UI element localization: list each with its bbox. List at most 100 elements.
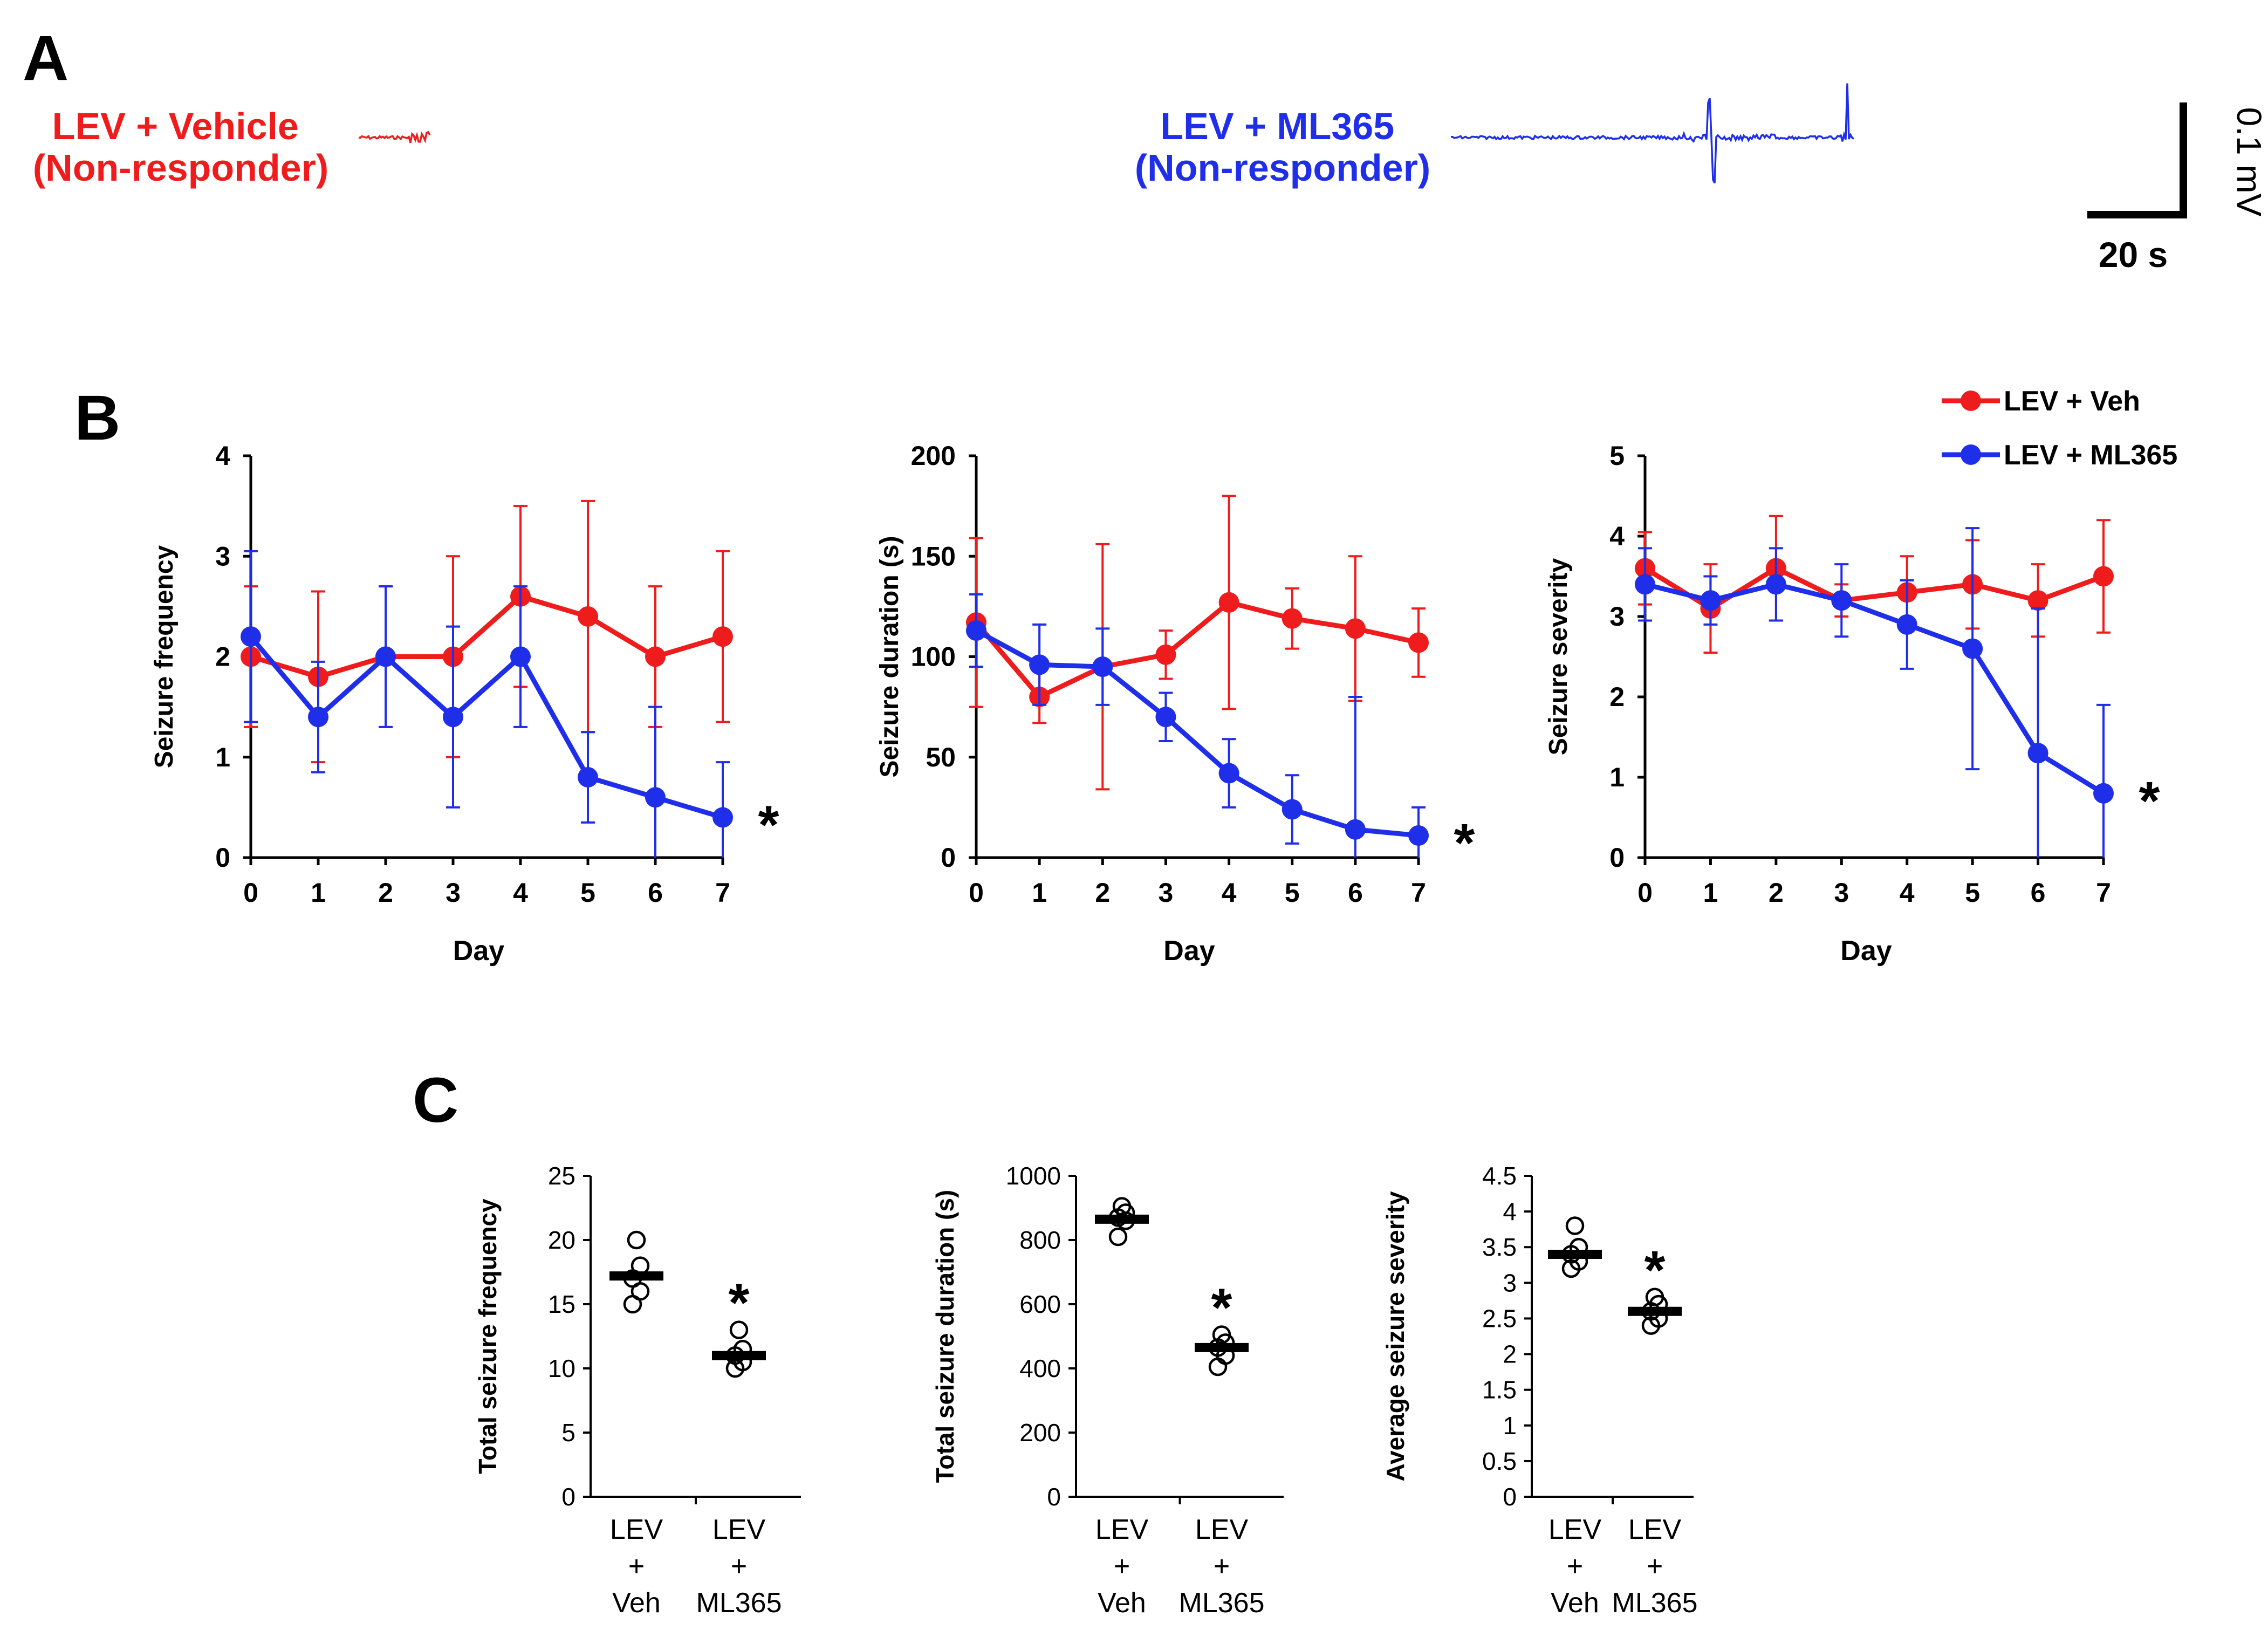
data-point: [308, 707, 328, 728]
trace-label-vehicle-line1: LEV + Vehicle: [52, 105, 299, 147]
x-tick-label: 2: [1095, 878, 1110, 908]
data-point: [1700, 590, 1721, 611]
group-label: +: [628, 1551, 645, 1582]
y-axis-label: Seizure duration (s): [875, 536, 904, 777]
y-tick-label: 3: [1609, 601, 1625, 632]
y-tick-label: 0.5: [1482, 1447, 1517, 1475]
data-point: [623, 1295, 642, 1314]
y-axis-label: Total seizure duration (s): [931, 1190, 959, 1483]
trace-label-ml365: LEV + ML365 (Non-responder): [1135, 105, 1430, 189]
data-point: [1641, 1316, 1661, 1335]
y-tick-label: 25: [548, 1162, 575, 1190]
group-label: Veh: [612, 1587, 661, 1619]
data-point: [1282, 799, 1303, 820]
trace-label-vehicle: LEV + Vehicle (Non-responder): [33, 105, 328, 189]
group-label: Veh: [1551, 1587, 1599, 1619]
y-tick-label: 3.5: [1482, 1233, 1517, 1261]
group-label: LEV: [1548, 1514, 1602, 1545]
x-tick-label: 0: [1637, 878, 1653, 908]
data-point: [1962, 638, 1983, 659]
x-axis-label: Day: [1840, 935, 1892, 967]
series-line: [975, 628, 1419, 838]
chart-total-seizure-frequency: 0 5 10 15 20 25 Total seizure frequency LEV + Veh…: [474, 1162, 801, 1619]
y-tick-label: 50: [926, 742, 956, 772]
data-point: [1765, 574, 1786, 595]
chart-seizure-duration: 0 50 100 150 200 0 1 2 3 4 5 6 7 Day Seizure duration …: [875, 441, 1475, 967]
scale-bar-time: 20 s: [2099, 235, 2168, 275]
data-point: [443, 707, 463, 728]
y-tick-label: 0: [1609, 843, 1625, 873]
x-axis-label: Day: [453, 935, 504, 967]
series-lev-ml365: [1635, 527, 2114, 858]
x-tick-label: 6: [648, 878, 663, 908]
series-line: [1643, 566, 2105, 611]
data-point: [2093, 783, 2114, 804]
data-point: [1345, 618, 1366, 639]
group-ml365: LEV + ML365 *: [696, 1273, 782, 1619]
data-point: [645, 646, 666, 667]
data-point: [1218, 763, 1239, 784]
group-label: +: [1214, 1551, 1230, 1582]
data-point: [1635, 574, 1655, 595]
x-tick-label: 6: [2031, 878, 2046, 908]
y-tick-label: 4.5: [1482, 1162, 1517, 1190]
y-tick-label: 0: [941, 843, 956, 873]
scale-bar-voltage: 0.1 mV: [2230, 107, 2268, 217]
y-tick-label: 2: [1609, 682, 1625, 712]
data-point: [510, 646, 531, 667]
data-point: [2093, 566, 2114, 587]
x-tick-label: 4: [1900, 878, 1915, 908]
x-tick-label: 2: [1769, 878, 1784, 908]
chart-seizure-severity: 0 1 2 3 4 5 0 1 2 3 4 5 6 7 Day Seizure severity *: [1544, 441, 2160, 967]
x-tick-label: 3: [1834, 878, 1849, 908]
x-tick-label: 3: [1159, 878, 1174, 908]
group-label: +: [1647, 1551, 1663, 1582]
group-label: LEV: [610, 1514, 663, 1545]
y-tick-label: 800: [1019, 1226, 1061, 1254]
y-tick-label: 4: [215, 441, 230, 471]
y-tick-label: 15: [548, 1290, 575, 1318]
y-tick-label: 0: [1047, 1483, 1061, 1511]
x-tick-label: 5: [1285, 878, 1300, 908]
data-point: [725, 1359, 745, 1378]
data-point: [2027, 743, 2048, 764]
y-tick-label: 3: [1503, 1269, 1517, 1297]
y-tick-label: 1: [215, 742, 230, 772]
panel-b-letter: B: [74, 382, 120, 454]
y-axis-label: Seizure frequency: [150, 545, 179, 768]
x-tick-label: 4: [1222, 878, 1237, 908]
y-axis-label: Average seizure severity: [1381, 1191, 1409, 1481]
significance-marker: *: [1454, 813, 1475, 873]
y-tick-label: 150: [911, 541, 956, 571]
series-line: [249, 635, 724, 820]
eeg-trace-vehicle: [358, 131, 431, 143]
y-tick-label: 200: [911, 441, 956, 471]
chart-seizure-frequency: 0 1 2 3 4 0 1 2 3 4 5 6 7 Day Seizure frequency *: [150, 441, 779, 967]
data-point: [627, 1230, 646, 1250]
y-axis-label: Total seizure frequency: [474, 1198, 502, 1474]
legend-label: LEV + Veh: [2004, 386, 2140, 417]
legend: LEV + Veh LEV + ML365: [1942, 386, 2177, 471]
group-ml365: LEV + ML365 *: [1179, 1278, 1265, 1619]
significance-marker: *: [2139, 771, 2160, 831]
data-point: [1208, 1357, 1228, 1376]
data-point: [375, 646, 396, 667]
y-tick-label: 4: [1609, 521, 1625, 551]
data-point: [2027, 590, 2048, 611]
data-point: [1408, 632, 1429, 653]
data-point: [578, 767, 598, 787]
data-point: [1155, 644, 1176, 665]
data-point: [645, 787, 666, 808]
legend-label: LEV + ML365: [2004, 440, 2177, 471]
x-tick-label: 0: [243, 878, 258, 908]
group-label: LEV: [1195, 1514, 1249, 1545]
chart-total-seizure-duration: 0 200 400 600 800 1000 Total seizure duration …: [931, 1162, 1284, 1619]
group-label: Veh: [1098, 1587, 1146, 1619]
x-tick-label: 4: [513, 878, 528, 908]
data-point: [241, 626, 261, 647]
legend-marker: [1961, 444, 1981, 465]
chart-average-seizure-severity: 0 0.5 1 1.5 2 2.5 3 3.5 4 4.5 Average seizure seve…: [1381, 1162, 1698, 1619]
data-point: [1282, 608, 1303, 629]
panel-c-letter: C: [413, 1065, 458, 1136]
